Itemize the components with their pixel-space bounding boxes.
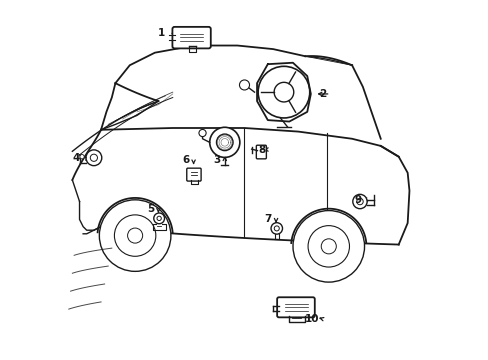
Circle shape (270, 223, 282, 234)
FancyBboxPatch shape (172, 27, 210, 48)
Text: 4: 4 (72, 153, 80, 163)
Circle shape (80, 154, 84, 159)
Circle shape (199, 130, 206, 136)
FancyBboxPatch shape (277, 297, 314, 318)
Text: 10: 10 (304, 314, 319, 324)
Circle shape (86, 150, 102, 166)
Circle shape (99, 200, 170, 271)
Text: 1: 1 (157, 28, 164, 38)
Text: 6: 6 (182, 155, 189, 165)
Text: 5: 5 (146, 204, 154, 214)
Circle shape (239, 80, 249, 90)
Text: 7: 7 (264, 215, 271, 224)
Circle shape (352, 194, 366, 209)
FancyBboxPatch shape (256, 145, 266, 159)
Text: 3: 3 (213, 155, 220, 165)
Circle shape (292, 211, 364, 282)
Text: 8: 8 (258, 144, 265, 154)
Text: 2: 2 (318, 89, 325, 99)
Text: 9: 9 (354, 195, 362, 205)
Circle shape (153, 213, 164, 224)
Polygon shape (257, 63, 310, 122)
Circle shape (209, 127, 239, 157)
FancyBboxPatch shape (186, 168, 201, 181)
